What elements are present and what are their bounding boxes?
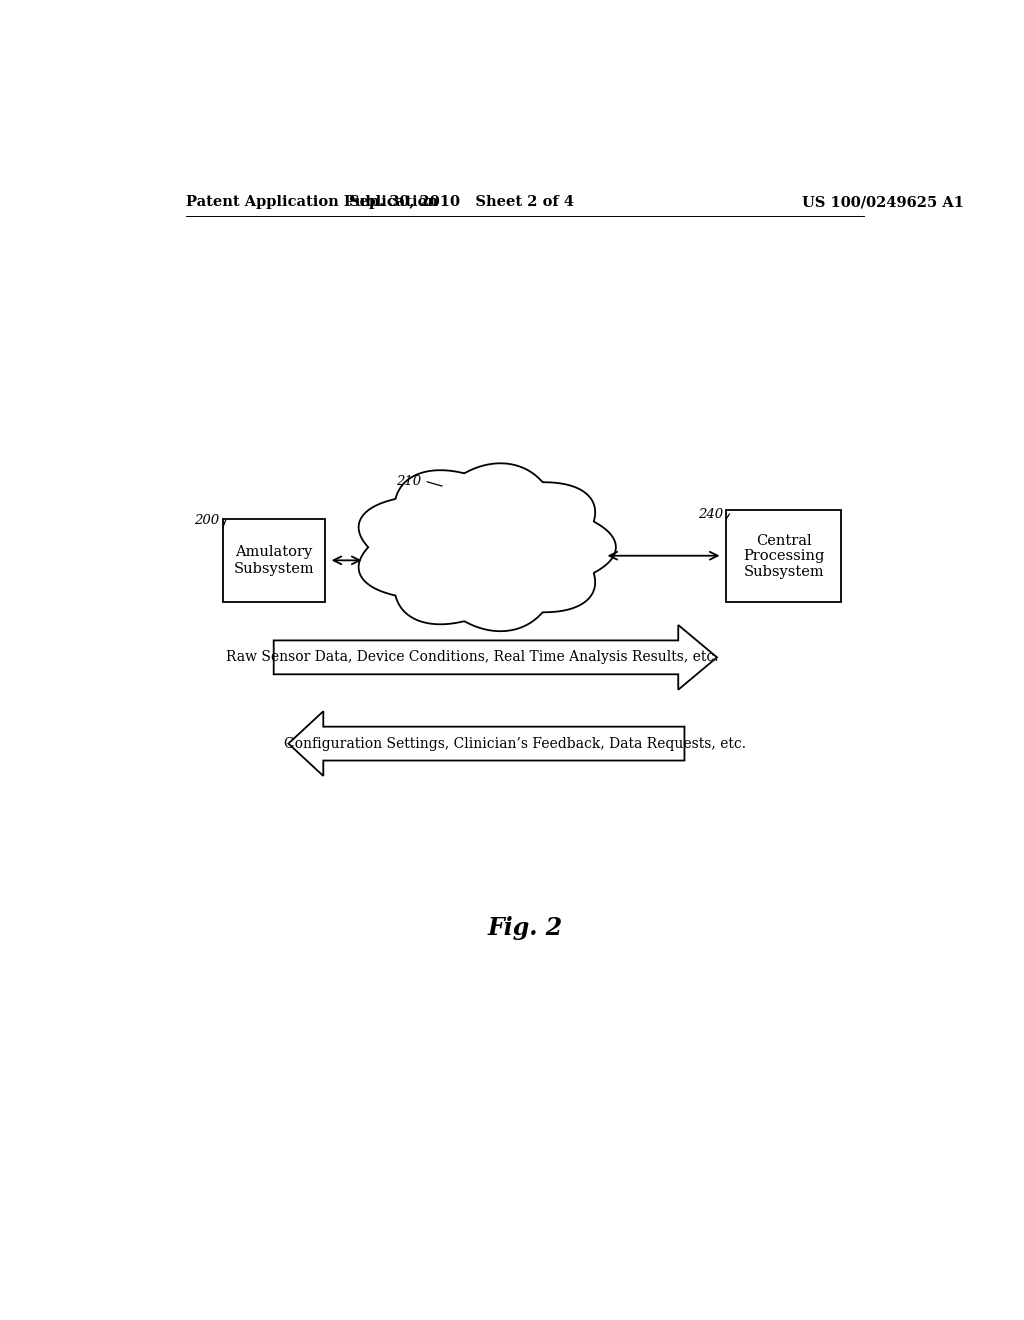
Text: Sep. 30, 2010   Sheet 2 of 4: Sep. 30, 2010 Sheet 2 of 4 — [349, 195, 573, 210]
Text: Subsystem: Subsystem — [233, 562, 314, 576]
Text: 200: 200 — [195, 513, 219, 527]
Polygon shape — [358, 463, 615, 631]
Text: Patent Application Publication: Patent Application Publication — [186, 195, 438, 210]
Text: 210: 210 — [396, 475, 421, 488]
Text: Raw Sensor Data, Device Conditions, Real Time Analysis Results, etc.: Raw Sensor Data, Device Conditions, Real… — [226, 651, 719, 664]
Text: 240: 240 — [698, 508, 723, 520]
Polygon shape — [289, 711, 684, 776]
Text: Configuration Settings, Clinician’s Feedback, Data Requests, etc.: Configuration Settings, Clinician’s Feed… — [285, 737, 746, 751]
Text: Subsystem: Subsystem — [743, 565, 824, 579]
Text: Fig. 2: Fig. 2 — [487, 916, 562, 940]
Polygon shape — [273, 626, 717, 689]
Bar — [222, 519, 325, 602]
Text: US 100/0249625 A1: US 100/0249625 A1 — [802, 195, 965, 210]
Text: Amulatory: Amulatory — [236, 545, 312, 558]
Bar — [726, 510, 841, 602]
Text: Processing: Processing — [743, 549, 824, 564]
Text: Central: Central — [756, 535, 811, 548]
